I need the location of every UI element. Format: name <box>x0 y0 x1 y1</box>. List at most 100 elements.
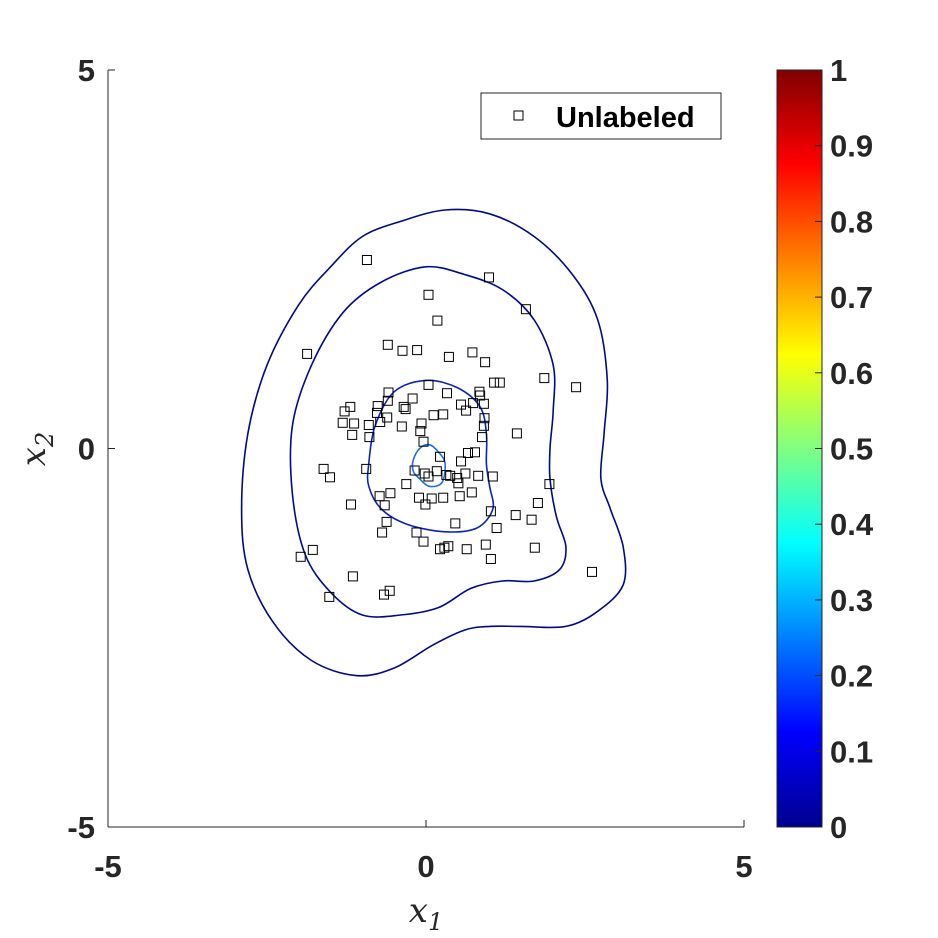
data-point <box>325 472 335 483</box>
colorbar-gradient <box>776 69 823 828</box>
colorbar-tick-label: 0.7 <box>830 280 873 315</box>
data-point <box>453 478 464 489</box>
data-point <box>339 406 350 417</box>
data-point <box>374 491 385 502</box>
contour-lines <box>240 208 627 677</box>
data-point <box>473 470 484 481</box>
data-point <box>432 315 443 326</box>
data-point <box>477 432 487 443</box>
data-point <box>347 571 358 582</box>
colorbar-tick-label: 0.2 <box>830 659 873 694</box>
data-point <box>474 386 485 397</box>
data-point <box>385 488 396 499</box>
data-point <box>456 456 466 467</box>
data-point <box>443 351 454 362</box>
data-point <box>494 377 505 388</box>
data-point <box>539 373 550 384</box>
data-point <box>489 377 500 388</box>
data-point <box>379 589 389 600</box>
colorbar-tick-label: 1 <box>830 53 847 88</box>
colorbar-ticks: 0 0.1 0.2 0.3 0.4 0.5 0.6 0.7 0.8 0.9 1 <box>815 53 874 845</box>
data-point <box>361 463 372 474</box>
data-point <box>400 404 411 415</box>
data-point <box>480 539 491 550</box>
data-point <box>442 388 452 399</box>
data-point <box>452 473 463 483</box>
data-point <box>461 544 472 555</box>
data-point <box>587 566 597 577</box>
y-tick-label: -5 <box>67 810 95 845</box>
data-point <box>414 492 424 503</box>
data-point <box>461 405 472 416</box>
data-point <box>396 421 407 432</box>
data-point <box>412 345 423 356</box>
data-point <box>468 398 479 409</box>
data-point <box>466 487 477 498</box>
data-point <box>401 479 412 490</box>
legend: Unlabeled <box>480 92 722 140</box>
x-tick-label: 0 <box>417 849 434 884</box>
data-point <box>409 465 420 476</box>
data-point <box>463 448 473 458</box>
data-point <box>363 420 374 430</box>
y-tick-label: 5 <box>78 53 95 88</box>
data-point <box>470 447 480 458</box>
data-point <box>526 514 537 525</box>
data-point <box>375 417 386 427</box>
data-point <box>485 554 496 564</box>
legend-label: Unlabeled <box>556 102 695 134</box>
colorbar-tick-label: 0 <box>830 810 847 845</box>
data-point <box>532 498 543 508</box>
colorbar-tick-label: 0.4 <box>830 507 874 542</box>
axis-ticks: -5 0 5 -5 0 5 <box>67 53 752 884</box>
colorbar-tick-label: 0.8 <box>830 204 873 239</box>
data-point <box>484 272 494 283</box>
data-point <box>439 542 450 553</box>
data-point <box>467 347 478 358</box>
data-point <box>511 428 522 439</box>
data-point <box>487 471 498 482</box>
data-point <box>441 470 452 480</box>
data-point <box>491 523 502 533</box>
plot-area: -5 0 5 -5 0 5 <box>67 53 752 884</box>
data-point <box>411 527 422 538</box>
data-point <box>438 492 449 503</box>
y-axis-title: x2 <box>14 432 59 466</box>
data-point <box>520 304 531 315</box>
data-point <box>479 413 490 424</box>
data-point <box>346 499 356 510</box>
data-point <box>423 471 434 482</box>
data-point <box>426 493 437 504</box>
colorbar-tick-label: 0.1 <box>830 734 873 769</box>
data-point <box>475 390 486 401</box>
data-point <box>416 418 427 429</box>
data-point <box>381 516 392 527</box>
data-point <box>418 536 429 547</box>
data-point <box>372 401 383 412</box>
data-point <box>377 527 388 538</box>
data-point <box>445 470 456 481</box>
legend-marker <box>513 110 524 121</box>
colorbar: 0 0.1 0.2 0.3 0.4 0.5 0.6 0.7 0.8 0.9 1 <box>776 53 874 845</box>
data-point <box>295 551 306 562</box>
data-point <box>418 436 429 447</box>
data-point <box>480 357 491 368</box>
data-point <box>382 395 393 406</box>
data-point <box>397 345 408 356</box>
data-point <box>428 410 439 421</box>
data-point <box>379 500 390 511</box>
data-point <box>544 479 555 490</box>
legend-box <box>480 92 722 140</box>
data-point <box>443 541 454 552</box>
data-point <box>454 491 465 502</box>
data-point <box>438 409 449 420</box>
colorbar-tick-label: 0.5 <box>830 432 873 467</box>
colorbar-tick-label: 0.6 <box>830 356 873 391</box>
data-point <box>431 466 442 477</box>
x-axis-title: x1 <box>409 891 443 936</box>
x-tick-label: -5 <box>94 849 122 884</box>
data-point <box>307 544 318 555</box>
data-point <box>478 398 489 409</box>
contour-line-2 <box>366 379 495 533</box>
